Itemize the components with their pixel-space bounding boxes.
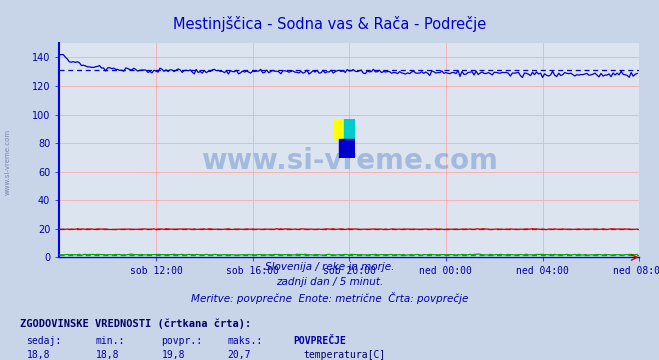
Bar <box>339 139 355 158</box>
Text: 18,8: 18,8 <box>96 350 119 360</box>
Text: www.si-vreme.com: www.si-vreme.com <box>201 147 498 175</box>
Text: povpr.:: povpr.: <box>161 336 202 346</box>
Text: 18,8: 18,8 <box>26 350 50 360</box>
Bar <box>344 119 355 139</box>
Text: ZGODOVINSKE VREDNOSTI (črtkana črta):: ZGODOVINSKE VREDNOSTI (črtkana črta): <box>20 319 251 329</box>
Text: sedaj:: sedaj: <box>26 336 61 346</box>
Text: Mestinjščica - Sodna vas & Rača - Podrečje: Mestinjščica - Sodna vas & Rača - Podreč… <box>173 16 486 32</box>
Text: maks.:: maks.: <box>227 336 262 346</box>
Text: POVPREČJE: POVPREČJE <box>293 336 346 346</box>
Text: Slovenija / reke in morje.: Slovenija / reke in morje. <box>265 262 394 272</box>
Bar <box>333 119 344 139</box>
Text: www.si-vreme.com: www.si-vreme.com <box>5 129 11 195</box>
Text: 20,7: 20,7 <box>227 350 251 360</box>
Text: temperatura[C]: temperatura[C] <box>304 350 386 360</box>
Text: min.:: min.: <box>96 336 125 346</box>
Text: zadnji dan / 5 minut.: zadnji dan / 5 minut. <box>276 277 383 287</box>
Text: 19,8: 19,8 <box>161 350 185 360</box>
Text: Meritve: povprečne  Enote: metrične  Črta: povprečje: Meritve: povprečne Enote: metrične Črta:… <box>191 292 468 304</box>
